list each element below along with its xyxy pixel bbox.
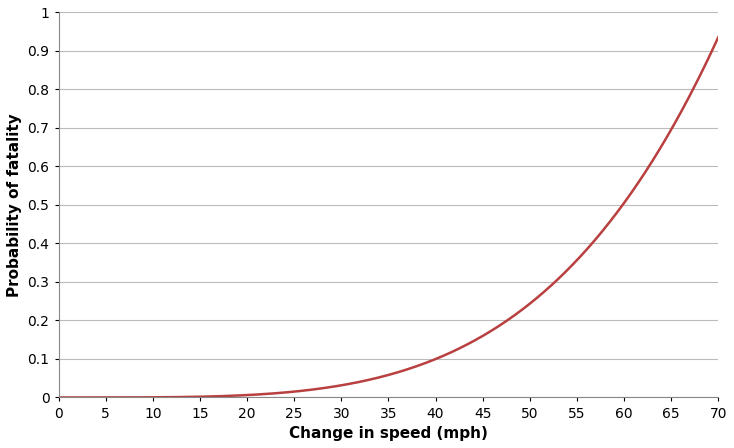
Y-axis label: Probability of fatality: Probability of fatality xyxy=(7,113,22,297)
X-axis label: Change in speed (mph): Change in speed (mph) xyxy=(289,426,488,441)
